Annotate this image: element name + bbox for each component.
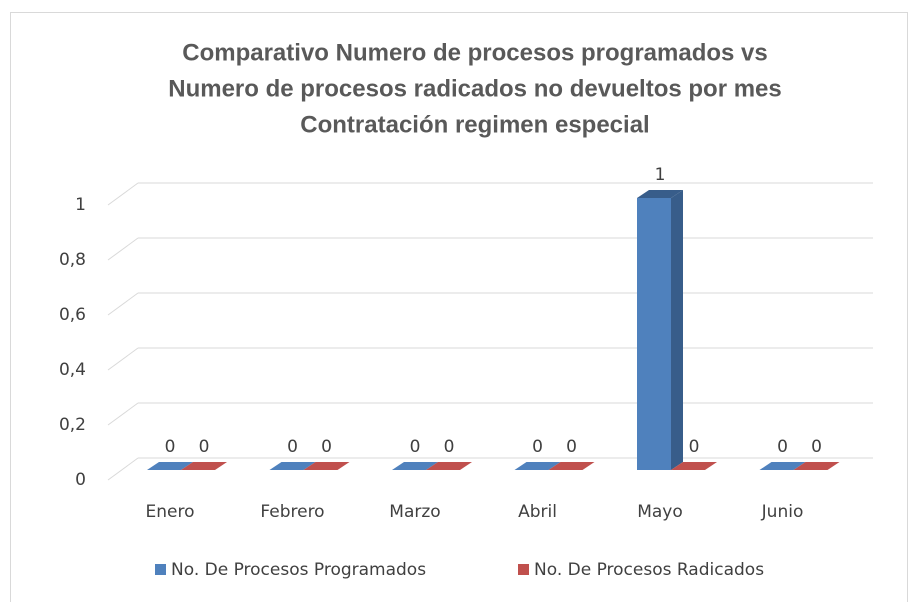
bar-top (548, 462, 595, 470)
data-label: 1 (655, 165, 666, 185)
bar (426, 462, 472, 470)
data-label: 0 (777, 437, 788, 457)
legend-swatch (155, 564, 166, 575)
bar-top (392, 462, 438, 470)
x-tick-label: Enero (146, 502, 195, 522)
y-tick-label: 1 (75, 195, 86, 215)
legend-label: No. De Procesos Programados (171, 560, 426, 580)
bar-top (793, 462, 840, 470)
y-tick-label: 0,2 (59, 415, 86, 435)
x-tick-label: Febrero (260, 502, 324, 522)
bar-top (147, 462, 193, 470)
x-tick-label: Abril (518, 502, 557, 522)
y-tick-label: 0,4 (59, 360, 86, 380)
bar-front (637, 198, 671, 470)
bar-top (269, 462, 316, 470)
y-tick-label: 0,6 (59, 305, 86, 325)
data-label: 0 (689, 437, 700, 457)
bar (392, 462, 438, 470)
bar-top (637, 190, 683, 198)
bar (514, 462, 561, 470)
data-label: 0 (321, 437, 332, 457)
data-label: 0 (811, 437, 822, 457)
bar (793, 462, 840, 470)
bar-top (426, 462, 472, 470)
bar (269, 462, 316, 470)
bar (181, 462, 227, 470)
bar (759, 462, 806, 470)
bar (303, 462, 350, 470)
grid-line (107, 457, 139, 481)
bar (147, 462, 193, 470)
bar (637, 190, 683, 470)
bar (548, 462, 595, 470)
y-tick-label: 0,8 (59, 250, 86, 270)
data-label: 0 (532, 437, 543, 457)
bar-top (303, 462, 350, 470)
legend-swatch (518, 564, 529, 575)
x-tick-label: Marzo (389, 502, 440, 522)
x-tick-label: Junio (761, 502, 804, 522)
bar-top (514, 462, 561, 470)
chart-title: Numero de procesos radicados no devuelto… (168, 75, 782, 102)
data-label: 0 (410, 437, 421, 457)
chart-border (10, 12, 908, 602)
bar-side (671, 190, 683, 470)
grid-line (107, 237, 139, 261)
data-label: 0 (199, 437, 210, 457)
bar-top (759, 462, 806, 470)
bar-top (671, 462, 717, 470)
data-label: 0 (566, 437, 577, 457)
data-label: 0 (287, 437, 298, 457)
chart-title: Contratación regimen especial (300, 111, 649, 138)
grid-line (107, 292, 139, 316)
legend-label: No. De Procesos Radicados (534, 560, 764, 580)
grid-line (107, 402, 139, 426)
x-tick-label: Mayo (637, 502, 683, 522)
grid-line (107, 182, 139, 206)
grid-line (107, 347, 139, 371)
bar-top (181, 462, 227, 470)
data-label: 0 (165, 437, 176, 457)
y-tick-label: 0 (75, 470, 86, 490)
data-label: 0 (444, 437, 455, 457)
bar (671, 462, 717, 470)
chart-title: Comparativo Numero de procesos programad… (182, 39, 768, 66)
